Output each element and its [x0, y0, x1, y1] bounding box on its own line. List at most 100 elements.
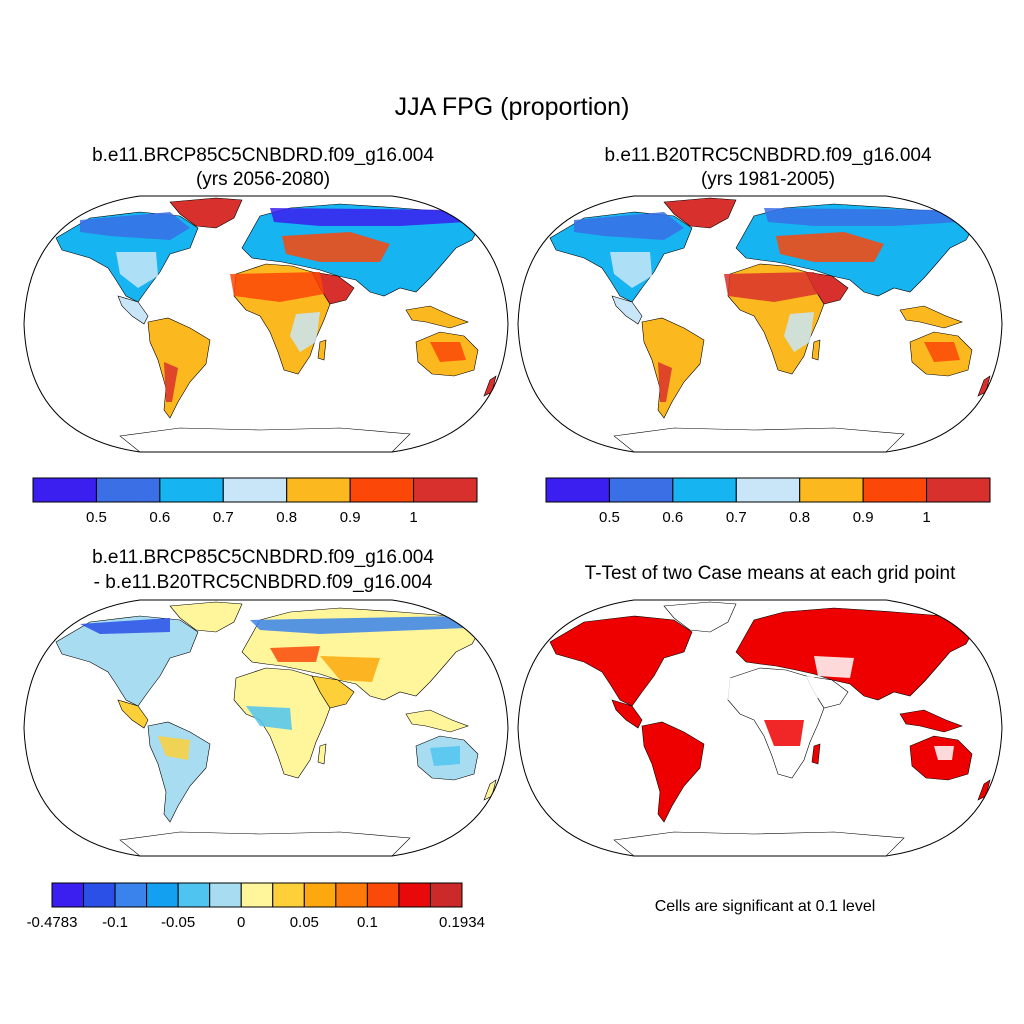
colorbar-swatch [926, 477, 991, 503]
colorbar-tick-label: 0.9 [340, 509, 361, 526]
land-indonesia [405, 709, 469, 733]
land-southAmerica [641, 721, 705, 823]
colorbar-swatch [735, 477, 801, 503]
land-madagascar [811, 339, 821, 361]
colorbar-swatch [349, 477, 415, 503]
arctic-canada-region [574, 212, 684, 240]
east-africa-region [290, 312, 320, 352]
colorbar-swatch [51, 882, 85, 908]
colorbar-swatch [799, 477, 864, 503]
colorbar-historical: 0.5 0.6 0.7 0.8 0.9 1 [545, 477, 991, 526]
land-antarctica [613, 831, 905, 856]
colorbar-swatch [608, 477, 674, 503]
colorbar-swatch [545, 477, 610, 503]
colorbar-tick-label: 0.6 [149, 509, 170, 526]
colorbar-swatch [286, 477, 351, 503]
east-africa-region [784, 312, 814, 352]
map-historical [517, 195, 1003, 453]
middle-east-nonsig [814, 656, 854, 678]
colorbar-tick-label: -0.05 [161, 914, 195, 931]
australia-nonsig [934, 746, 954, 760]
land-indonesia [899, 305, 963, 329]
land-northAmerica [549, 615, 693, 707]
west-africa-region [246, 706, 292, 730]
andes-region [658, 362, 672, 402]
colorbar-tick-label: 0.8 [276, 509, 297, 526]
map-frame [517, 195, 1003, 453]
inland-australia-region [430, 746, 460, 766]
amazon-region [158, 736, 190, 760]
colorbar-tick-label: 0.1934 [439, 914, 485, 931]
colorbar-tick-label: 0.1 [357, 914, 378, 931]
map-future [23, 195, 509, 453]
colorbar-tick-label: -0.1 [102, 914, 128, 931]
colorbar-tick-label: -0.4783 [27, 914, 78, 931]
colorbar-tick-label: 1 [922, 509, 930, 526]
colorbar-swatch [222, 477, 288, 503]
siberia-region [764, 208, 960, 226]
land-southAmerica [641, 317, 705, 419]
map-difference [23, 599, 509, 857]
panel-ttest-title: T-Test of two Case means at each grid po… [584, 563, 956, 584]
colorbar-swatch [335, 882, 368, 908]
colorbar-swatch [240, 882, 274, 908]
siberia-region [250, 616, 466, 634]
arctic-canada-region [80, 618, 170, 634]
inland-australia-region [924, 342, 960, 362]
land-indonesia [405, 305, 469, 329]
central-asia-region [282, 232, 390, 262]
map-frame [23, 599, 509, 857]
land-centralAmerica [611, 699, 643, 729]
figure-title: JJA FPG (proportion) [394, 93, 630, 121]
colorbar-swatch [398, 882, 431, 908]
colorbar-swatch [32, 477, 97, 503]
map-ttest [517, 599, 1003, 857]
colorbar-swatch [429, 882, 463, 908]
colorbar-tick-label: 0 [237, 914, 245, 931]
colorbar-tick-label: 0.05 [290, 914, 319, 931]
land-eurasia [735, 607, 975, 701]
land-greenland [169, 601, 243, 633]
siberia-region [270, 208, 466, 226]
colorbar-future: 0.5 0.6 0.7 0.8 0.9 1 [32, 477, 478, 526]
colorbar-swatch [413, 477, 478, 503]
sahara-nonsig [724, 676, 818, 706]
significance-note: Cells are significant at 0.1 level [654, 898, 876, 915]
colorbar-swatch [303, 882, 337, 908]
panel-difference-subtitle: - b.e11.B20TRC5CNBDRD.f09_g16.004 [93, 572, 433, 593]
colorbar-tick-label: 0.6 [662, 509, 683, 526]
land-arabia [311, 675, 355, 709]
land-madagascar [811, 743, 821, 765]
panel-future-years: (yrs 2056-2080) [195, 169, 331, 190]
land-greenland [169, 197, 243, 229]
panel-historical-title: b.e11.B20TRC5CNBDRD.f09_g16.004 [604, 145, 932, 166]
us-region [116, 252, 158, 288]
sahara-region [724, 272, 818, 302]
panel-future-title: b.e11.BRCP85C5CNBDRD.f09_g16.004 [92, 145, 434, 166]
andes-region [164, 362, 178, 402]
land-antarctica [613, 427, 905, 452]
colorbar-swatch [83, 882, 116, 908]
colorbar-swatch [672, 477, 737, 503]
colorbar-swatch [366, 882, 400, 908]
colorbar-swatch [146, 882, 179, 908]
colorbar-swatch [209, 882, 242, 908]
colorbar-difference: -0.4783 -0.1 -0.05 0 0.05 0.1 0.1934 [27, 882, 485, 931]
land-antarctica [119, 831, 411, 856]
central-africa-sig [764, 720, 804, 746]
colorbar-swatch [862, 477, 928, 503]
colorbar-tick-label: 0.9 [853, 509, 874, 526]
colorbar-tick-label: 0.8 [789, 509, 810, 526]
land-centralAmerica [117, 699, 149, 729]
land-centralAmerica [117, 295, 149, 325]
panel-difference-title: b.e11.BRCP85C5CNBDRD.f09_g16.004 [92, 547, 434, 568]
colorbar-tick-label: 0.7 [726, 509, 747, 526]
land-southAmerica [147, 721, 211, 823]
colorbar-tick-label: 1 [409, 509, 417, 526]
colorbar-tick-label: 0.5 [599, 509, 620, 526]
central-asia-region [776, 232, 884, 262]
us-region [610, 252, 652, 288]
land-southAmerica [147, 317, 211, 419]
panel-historical-years: (yrs 1981-2005) [700, 169, 836, 190]
colorbar-swatch [177, 882, 211, 908]
